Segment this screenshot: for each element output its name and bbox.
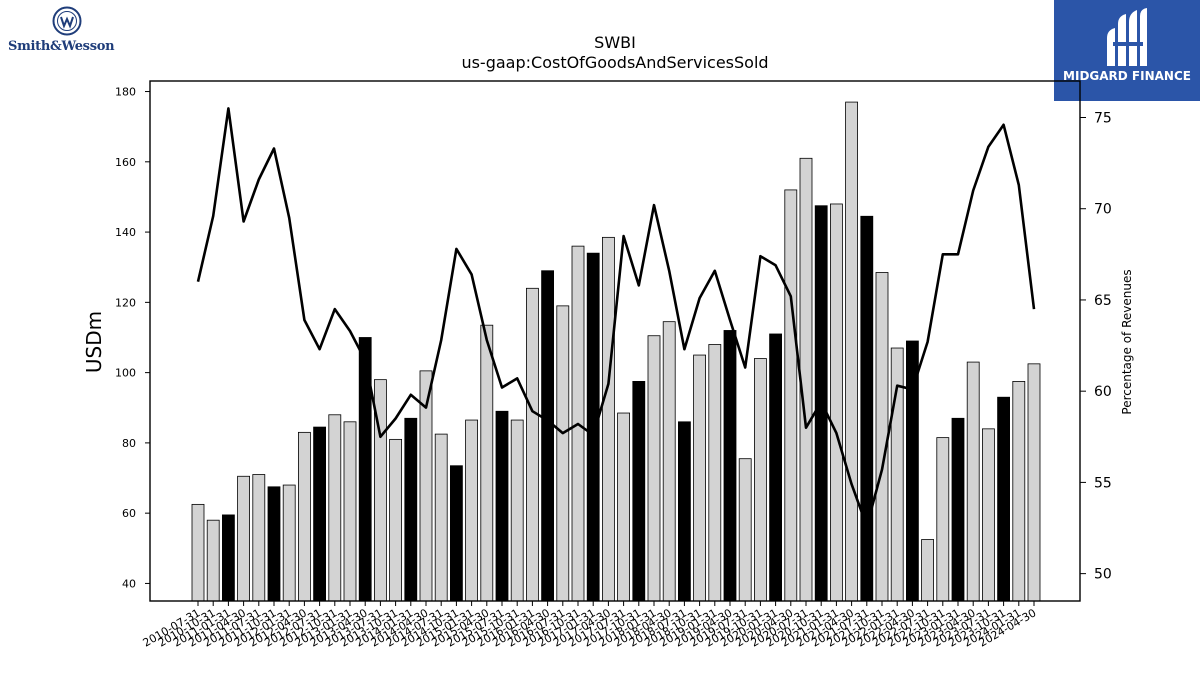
bar-2016-01-31 (526, 287, 539, 602)
bar-2011-07-31 (252, 474, 266, 602)
bar-2020-04-30 (784, 189, 798, 602)
bar-2012-01-31 (282, 484, 296, 602)
bar-2024-01-31 (1012, 381, 1026, 602)
bar-2017-01-31 (586, 252, 600, 602)
bar-2020-07-31 (799, 157, 813, 602)
bar-2023-10-31 (997, 396, 1010, 602)
bar-2014-07-31 (434, 433, 448, 602)
midgard-finance-logo: MIDGARD FINANCE (1054, 0, 1200, 101)
bar-2019-04-30 (723, 330, 737, 602)
bar-2011-04-30 (237, 475, 251, 602)
bar-2010-10-31 (206, 519, 220, 602)
y-tick-label: 180 (115, 86, 136, 99)
y-tick-label: 40 (122, 577, 136, 590)
bar-2023-07-31 (982, 428, 995, 602)
bar-2023-01-31 (951, 417, 965, 602)
bar-2024-04-30 (1027, 363, 1041, 602)
bar-2018-10-31 (693, 354, 706, 602)
chart-title: SWBI (594, 33, 636, 52)
bar-2013-01-31 (343, 421, 357, 602)
y2-tick-label: 75 (1094, 110, 1112, 126)
midgard-finance-wordmark: MIDGARD FINANCE (1063, 69, 1191, 83)
bar-2020-01-31 (769, 333, 782, 602)
bar-2021-07-31 (860, 215, 874, 602)
bar-2015-07-31 (495, 410, 509, 602)
bar-2021-04-30 (845, 101, 858, 602)
y-tick-label: 120 (115, 296, 136, 309)
plot-frame (149, 80, 1081, 602)
y-tick-label: 80 (122, 437, 136, 450)
bar-2016-07-31 (556, 305, 570, 602)
bar-2018-01-31 (647, 335, 661, 602)
y-tick-label: 60 (122, 507, 136, 520)
y-tick-label: 160 (115, 156, 136, 169)
bar-2012-04-30 (297, 431, 311, 602)
percentage-line (196, 107, 1036, 528)
bar-2012-07-31 (313, 426, 327, 602)
y2-tick-label: 60 (1094, 384, 1112, 400)
bar-2015-01-31 (465, 419, 479, 602)
bar-2018-04-30 (662, 321, 676, 602)
smith-wesson-wordmark: Smith&Wesson (8, 39, 115, 54)
smith-wesson-seal-icon (52, 6, 82, 36)
bar-2021-01-31 (830, 203, 843, 602)
bar-2016-04-30 (541, 270, 554, 602)
bar-2022-07-31 (921, 539, 934, 602)
bar-2019-10-31 (754, 358, 767, 602)
bar-2017-10-31 (632, 381, 646, 602)
bar-2011-01-31 (221, 514, 235, 602)
bar-2010-07-31 (191, 503, 205, 602)
y2-tick-label: 65 (1094, 293, 1112, 309)
chart-subtitle: us-gaap:CostOfGoodsAndServicesSold (461, 53, 768, 72)
bar-2018-07-31 (678, 421, 691, 602)
smith-wesson-logo: Smith&Wesson (8, 6, 128, 56)
bar-2019-01-31 (708, 344, 722, 602)
y2-axis-label: Percentage of Revenues (1120, 269, 1134, 414)
y2-tick-label: 70 (1094, 202, 1112, 218)
y2-tick-label: 55 (1094, 475, 1112, 491)
midgard-mark-icon (1107, 8, 1147, 66)
bar-2012-10-31 (328, 414, 342, 602)
bar-2022-10-31 (936, 437, 950, 602)
bar-2021-10-31 (875, 272, 889, 602)
bar-2015-10-31 (510, 419, 524, 602)
bar-2013-10-31 (389, 438, 403, 602)
y-tick-label: 100 (115, 367, 136, 380)
y2-tick-label: 50 (1094, 567, 1112, 583)
y-tick-label: 140 (115, 226, 136, 239)
bar-2011-10-31 (267, 486, 281, 602)
bar-2023-04-30 (966, 361, 980, 602)
bar-2014-01-31 (404, 417, 418, 602)
bar-2014-10-31 (449, 465, 463, 602)
bar-2017-04-30 (602, 236, 615, 602)
bar-2015-04-30 (480, 324, 494, 602)
bar-2017-07-31 (617, 412, 630, 602)
y-axis-label: USDm (82, 311, 106, 373)
bar-2019-07-31 (738, 458, 752, 602)
